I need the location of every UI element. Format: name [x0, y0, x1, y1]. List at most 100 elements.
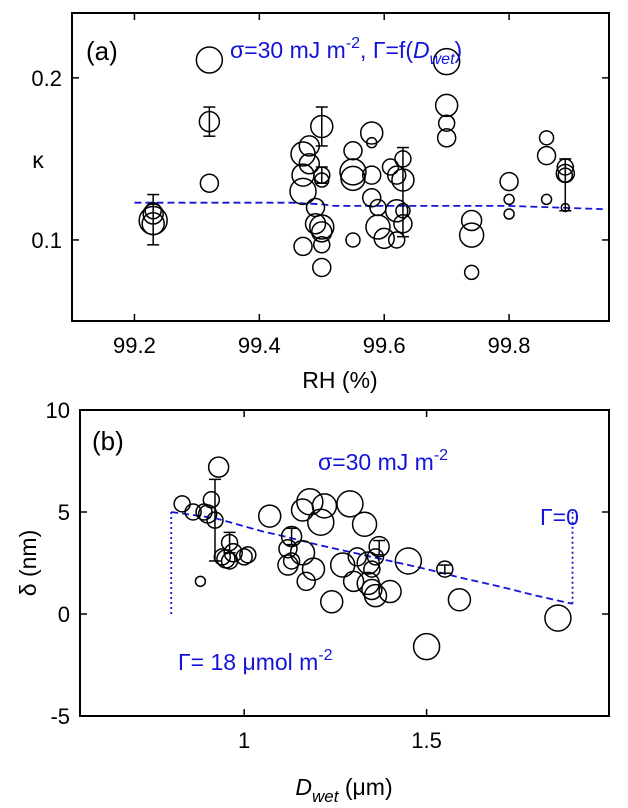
- panel-a: 99.2 99.4 99.6 99.8 0.1 0.2 (a) σ=30 mJ m-2, …: [31, 12, 610, 393]
- panel-b-fit-layer: [170, 511, 574, 614]
- data-point: [436, 560, 454, 578]
- data-point: [394, 547, 423, 575]
- y-tick-label: 0.2: [31, 66, 62, 91]
- data-point: [304, 212, 327, 235]
- data-point: [312, 257, 332, 278]
- y-tick-label: 0.1: [31, 228, 62, 253]
- panel-a-ylabel: κ: [32, 147, 44, 173]
- data-point: [319, 590, 344, 614]
- y-tick-label: -5: [50, 704, 70, 729]
- panel-a-error-bars: [147, 106, 572, 246]
- panel-a-label: (a): [86, 36, 118, 66]
- y-tick-label: 5: [58, 500, 70, 525]
- data-point: [351, 511, 378, 537]
- data-point: [239, 546, 257, 564]
- data-point: [173, 495, 191, 513]
- data-point: [202, 491, 221, 509]
- data-point: [290, 498, 315, 522]
- data-point: [387, 231, 406, 249]
- data-point: [329, 552, 356, 578]
- data-point: [373, 227, 395, 250]
- data-point: [361, 188, 382, 208]
- data-point: [538, 130, 555, 146]
- data-point: [198, 110, 221, 133]
- data-point: [363, 560, 381, 578]
- x-tick-label: 99.4: [238, 333, 281, 358]
- data-point: [293, 236, 313, 257]
- panel-a-frame: [71, 12, 610, 322]
- data-point: [220, 533, 239, 552]
- data-point: [235, 548, 253, 566]
- data-point: [142, 203, 164, 225]
- data-point: [361, 165, 382, 185]
- panel-b-error-bars: [208, 478, 451, 574]
- data-point: [557, 167, 574, 183]
- data-point: [340, 165, 366, 192]
- data-point: [434, 93, 459, 118]
- panel-b: 1 1.5 -5 0 5 10 (b) σ=30 mJ m-2 Γ=0 Γ= 18 μmo…: [15, 398, 610, 806]
- data-point: [313, 166, 331, 184]
- data-point: [195, 46, 224, 74]
- data-point: [289, 540, 316, 566]
- panel-b-annotation-gamma0: Γ=0: [540, 504, 579, 530]
- data-point: [447, 587, 472, 612]
- data-point: [540, 193, 553, 206]
- data-point: [560, 202, 571, 213]
- data-point: [310, 114, 334, 139]
- data-point: [393, 213, 413, 234]
- data-point: [366, 548, 385, 566]
- data-point: [282, 552, 301, 570]
- panel-a-points: [138, 46, 576, 281]
- data-point: [199, 173, 220, 193]
- data-point: [223, 543, 243, 563]
- data-point: [194, 575, 207, 588]
- data-point: [412, 632, 441, 661]
- data-point: [386, 165, 407, 185]
- x-tick-label: 99.2: [113, 333, 156, 358]
- data-point: [184, 503, 202, 521]
- data-point: [458, 222, 485, 248]
- data-point: [368, 535, 390, 558]
- data-point: [378, 579, 402, 604]
- data-point: [361, 578, 383, 601]
- fit-line: [171, 511, 573, 605]
- data-point: [207, 456, 230, 478]
- data-point: [336, 490, 364, 518]
- data-point: [206, 511, 224, 529]
- data-point: [141, 211, 165, 236]
- data-point: [359, 121, 384, 145]
- data-point: [313, 236, 331, 254]
- data-point: [363, 583, 388, 608]
- data-point: [278, 538, 298, 559]
- data-point: [144, 202, 162, 220]
- data-point: [556, 158, 575, 176]
- x-tick-label: 99.8: [488, 333, 531, 358]
- data-point: [503, 208, 515, 220]
- data-point: [544, 604, 572, 632]
- data-point: [291, 163, 315, 187]
- panel-a-annotation: σ=30 mJ m-2, Γ=f(Dwet): [230, 35, 462, 68]
- data-point: [309, 214, 335, 240]
- data-point: [432, 47, 461, 76]
- panel-b-points: [173, 456, 572, 661]
- data-point: [356, 551, 380, 575]
- panel-b-annotation: σ=30 mJ m-2: [318, 447, 448, 475]
- data-point: [365, 136, 378, 149]
- data-point: [296, 571, 316, 592]
- data-point: [298, 135, 321, 157]
- data-point: [257, 504, 282, 528]
- data-point: [339, 158, 367, 186]
- data-point: [384, 199, 409, 223]
- panel-b-ticks: 1 1.5 -5 0 5 10: [46, 398, 609, 753]
- data-point: [342, 570, 365, 593]
- panel-b-xlabel: Dwet (μm): [295, 774, 392, 806]
- data-point: [391, 168, 415, 192]
- data-point: [314, 172, 330, 188]
- data-point: [311, 493, 338, 519]
- data-point: [289, 177, 317, 206]
- panel-b-frame: [79, 409, 610, 717]
- data-point: [499, 171, 519, 192]
- data-point: [394, 150, 412, 168]
- panel-b-annotation-gamma18: Γ= 18 μmol m-2: [178, 647, 333, 675]
